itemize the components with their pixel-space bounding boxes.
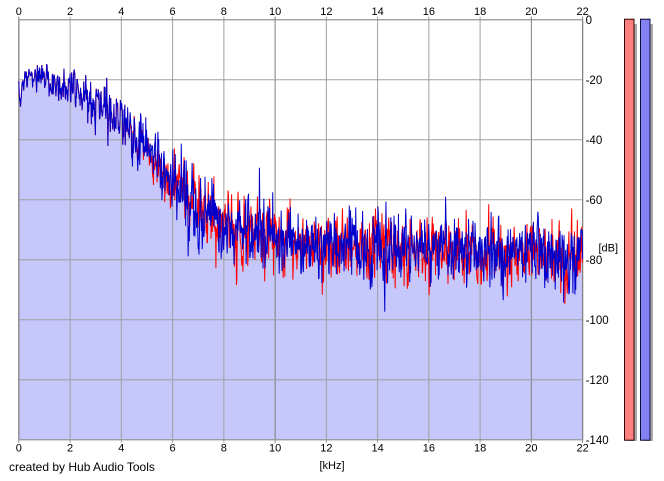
svg-text:[dB]: [dB] (599, 243, 619, 255)
svg-text:8: 8 (221, 6, 227, 18)
svg-text:10: 10 (269, 6, 281, 18)
svg-text:2: 2 (67, 443, 73, 455)
svg-text:6: 6 (170, 443, 176, 455)
svg-text:2: 2 (67, 6, 73, 18)
svg-text:-40: -40 (586, 135, 603, 147)
svg-text:18: 18 (474, 6, 486, 18)
svg-text:4: 4 (118, 443, 124, 455)
svg-text:14: 14 (371, 6, 383, 18)
svg-text:16: 16 (423, 443, 435, 455)
svg-text:0: 0 (16, 443, 22, 455)
svg-text:4: 4 (118, 6, 124, 18)
svg-text:0: 0 (16, 6, 22, 18)
svg-text:-140: -140 (586, 435, 609, 447)
svg-text:18: 18 (474, 443, 486, 455)
svg-text:14: 14 (371, 443, 383, 455)
svg-text:created by Hub Audio Tools: created by Hub Audio Tools (9, 460, 155, 474)
svg-text:10: 10 (269, 443, 281, 455)
svg-text:20: 20 (525, 6, 537, 18)
svg-text:-20: -20 (586, 75, 603, 87)
svg-text:12: 12 (320, 443, 332, 455)
svg-text:[kHz]: [kHz] (319, 460, 344, 472)
svg-text:6: 6 (170, 6, 176, 18)
svg-text:8: 8 (221, 443, 227, 455)
svg-text:0: 0 (586, 15, 592, 27)
svg-text:-120: -120 (586, 375, 609, 387)
svg-text:20: 20 (525, 443, 537, 455)
svg-text:16: 16 (423, 6, 435, 18)
svg-text:-60: -60 (586, 195, 603, 207)
svg-text:-100: -100 (586, 315, 609, 327)
svg-text:-80: -80 (586, 255, 603, 267)
svg-text:12: 12 (320, 6, 332, 18)
